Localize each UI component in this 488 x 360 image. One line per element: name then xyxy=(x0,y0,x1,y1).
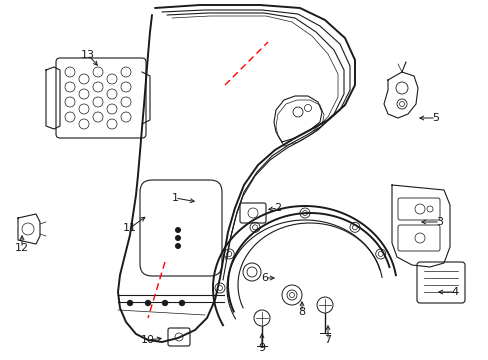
Circle shape xyxy=(175,235,181,241)
Circle shape xyxy=(162,300,168,306)
Text: 1: 1 xyxy=(171,193,178,203)
Text: 6: 6 xyxy=(261,273,268,283)
Circle shape xyxy=(127,300,133,306)
Text: 10: 10 xyxy=(141,335,155,345)
Text: 9: 9 xyxy=(258,343,265,353)
Circle shape xyxy=(145,300,151,306)
Text: 7: 7 xyxy=(324,335,331,345)
Text: 8: 8 xyxy=(298,307,305,317)
Text: 5: 5 xyxy=(431,113,439,123)
Text: 12: 12 xyxy=(15,243,29,253)
Text: 2: 2 xyxy=(274,203,281,213)
Text: 13: 13 xyxy=(81,50,95,60)
Text: 3: 3 xyxy=(436,217,443,227)
Text: 11: 11 xyxy=(123,223,137,233)
Circle shape xyxy=(179,300,184,306)
Circle shape xyxy=(175,243,181,249)
Text: 4: 4 xyxy=(450,287,458,297)
Circle shape xyxy=(175,227,181,233)
